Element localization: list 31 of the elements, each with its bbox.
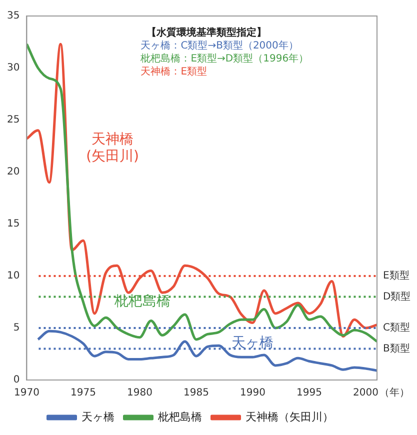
y-tick-label: 15	[6, 218, 20, 230]
annotation: 【水質環境基準類型指定】	[146, 26, 267, 39]
x-tick-label: 1970	[14, 388, 40, 399]
x-tick-label: 1980	[126, 388, 152, 399]
legend-label: 天ヶ橋	[81, 410, 114, 424]
x-tick-label: 2000	[352, 388, 378, 399]
ref-line-label: D類型	[383, 290, 411, 302]
line-series	[36, 330, 377, 372]
y-tick-label: 10	[6, 270, 20, 282]
annotation: 枇杷島橋：E類型→D類型（1996年）	[140, 52, 309, 65]
x-tick-label: 1985	[183, 388, 209, 399]
ref-line-label: C類型	[383, 322, 410, 334]
y-tick-label: 5	[13, 322, 20, 334]
y-tick-label: 30	[6, 62, 20, 74]
annotation: 天ヶ橋	[232, 335, 274, 352]
x-axis-title: （年）	[380, 386, 410, 399]
annotation: 天神橋 (矢田川)	[86, 131, 140, 164]
x-tick-label: 1995	[296, 388, 322, 399]
y-tick-label: 20	[6, 166, 20, 178]
ref-line-label: B類型	[383, 342, 410, 354]
y-tick-label: 35	[6, 10, 20, 22]
ref-line-label: E類型	[383, 270, 410, 282]
annotation: 枇杷島橋	[113, 293, 170, 310]
x-tick-label: 1990	[240, 388, 266, 399]
legend-label: 天神橋（矢田川）	[245, 410, 334, 424]
legend-label: 枇杷島橋	[156, 410, 202, 424]
x-tick-label: 1975	[70, 388, 96, 399]
annotation: 天神橋：E類型	[140, 66, 208, 78]
y-tick-label: 0	[13, 374, 20, 386]
y-tick-label: 25	[6, 114, 20, 126]
annotation: 天ヶ橋：C類型→B類型（2000年）	[140, 40, 298, 52]
